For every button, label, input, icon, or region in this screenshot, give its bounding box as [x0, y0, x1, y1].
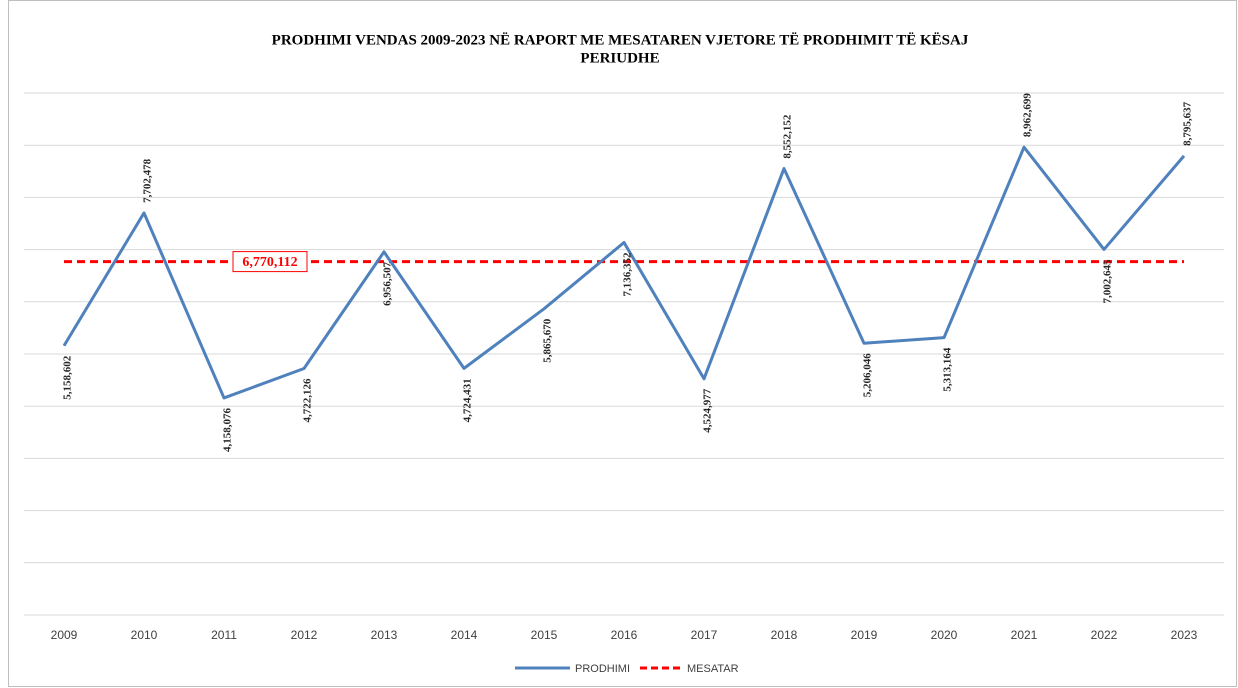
data-label: 4,724,431 — [462, 378, 474, 422]
chart-title: PRODHIMI VENDAS 2009-2023 NË RAPORT ME M… — [272, 32, 969, 48]
x-tick-label: 2010 — [131, 628, 158, 642]
data-label: 5,313,164 — [942, 347, 954, 392]
x-tick-label: 2023 — [1171, 628, 1198, 642]
x-tick-label: 2021 — [1011, 628, 1038, 642]
data-label: 8,795,637 — [1182, 101, 1194, 146]
x-tick-label: 2009 — [51, 628, 78, 642]
data-label: 7,002,645 — [1102, 259, 1114, 304]
x-tick-label: 2015 — [531, 628, 558, 642]
data-label: 8,552,152 — [782, 114, 794, 159]
mean-label-box — [232, 251, 308, 273]
x-tick-label: 2019 — [851, 628, 878, 642]
data-label: 6,956,507 — [382, 261, 394, 306]
x-tick-label: 2011 — [211, 628, 237, 642]
data-label: 7,136,352 — [622, 252, 634, 297]
series-line — [62, 145, 1186, 400]
data-label: 5,206,046 — [862, 353, 874, 398]
x-tick-label: 2013 — [371, 628, 398, 642]
chart-title: PERIUDHE — [580, 50, 659, 66]
x-tick-label: 2016 — [611, 628, 638, 642]
chart-border — [8, 0, 1237, 687]
data-label: 4,158,076 — [222, 407, 234, 452]
x-tick-label: 2012 — [291, 628, 318, 642]
legend-label: MESATAR — [687, 663, 739, 675]
x-tick-label: 2020 — [931, 628, 958, 642]
data-label: 5,865,670 — [542, 318, 554, 363]
x-tick-label: 2022 — [1091, 628, 1118, 642]
legend-label: PRODHIMI — [575, 663, 630, 675]
data-label: 4,524,977 — [702, 388, 714, 433]
mean-label: 6,770,112 — [242, 255, 297, 270]
data-label: 4,722,126 — [302, 378, 314, 423]
x-tick-label: 2018 — [771, 628, 798, 642]
data-label: 8,962,699 — [1022, 93, 1034, 138]
x-tick-label: 2014 — [451, 628, 478, 642]
x-tick-label: 2017 — [691, 628, 718, 642]
data-label: 5,158,602 — [62, 355, 74, 400]
data-label: 7,702,478 — [142, 158, 154, 203]
